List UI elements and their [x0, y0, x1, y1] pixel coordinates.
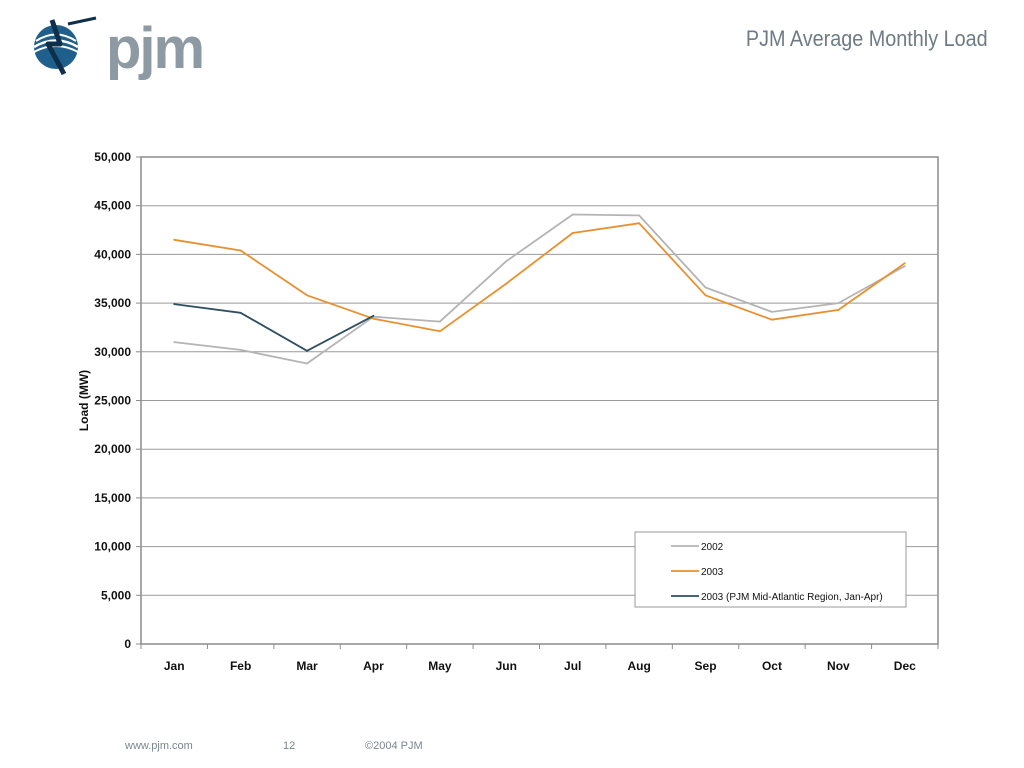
footer-copyright: ©2004 PJM — [365, 740, 423, 752]
y-tick-label: 25,000 — [94, 394, 131, 408]
x-tick-label: Oct — [762, 659, 782, 673]
series-line-0 — [174, 213, 906, 365]
y-tick-label: 5,000 — [101, 588, 131, 602]
y-tick-label: 20,000 — [94, 442, 131, 456]
data-point — [306, 294, 308, 297]
legend-label: 2002 — [701, 542, 724, 553]
legend — [634, 531, 907, 608]
y-tick-label: 35,000 — [94, 296, 131, 310]
y-tick-label: 45,000 — [94, 199, 131, 213]
slide-title: PJM Average Monthly Load — [746, 26, 988, 51]
data-point — [837, 309, 840, 311]
y-tick-label: 0 — [124, 637, 131, 651]
data-point — [239, 249, 242, 252]
x-tick-label: Sep — [695, 659, 717, 673]
data-point — [571, 213, 574, 216]
data-point — [173, 303, 176, 305]
data-point — [372, 317, 375, 320]
x-tick-label: Nov — [827, 659, 850, 673]
x-tick-label: Jun — [496, 659, 517, 673]
data-point — [239, 348, 242, 351]
data-point — [239, 311, 242, 314]
x-tick-label: Jan — [164, 659, 185, 673]
pjm-globe-icon — [33, 16, 97, 76]
y-tick-label: 40,000 — [94, 247, 131, 261]
x-tick-label: Dec — [894, 659, 916, 673]
legend-label: 2003 — [701, 567, 724, 578]
footer-page-number: 12 — [283, 740, 296, 752]
x-tick-label: Apr — [363, 659, 384, 673]
legend-label: 2003 (PJM Mid-Atlantic Region, Jan-Apr) — [701, 592, 883, 603]
data-point — [438, 320, 441, 323]
data-point — [704, 286, 707, 289]
data-point — [638, 214, 641, 217]
pjm-logo: pjm — [22, 14, 205, 80]
y-tick-label: 30,000 — [94, 345, 131, 359]
x-tick-label: Feb — [230, 659, 251, 673]
y-axis-label: Load (MW) — [77, 370, 91, 431]
data-point — [704, 294, 707, 297]
logo-wordmark: pjm — [106, 16, 205, 81]
data-point — [771, 318, 773, 321]
data-point — [306, 349, 308, 352]
data-point — [438, 330, 441, 333]
data-point — [837, 302, 840, 304]
x-tick-label: Jul — [564, 659, 581, 673]
series-line-2 — [174, 303, 374, 352]
data-point — [771, 310, 773, 313]
x-tick-label: Aug — [627, 659, 650, 673]
data-point — [505, 260, 508, 263]
y-tick-label: 50,000 — [94, 150, 131, 164]
y-tick-label: 10,000 — [94, 540, 131, 554]
x-tick-label: Mar — [296, 659, 318, 673]
data-point — [306, 362, 308, 365]
data-point — [173, 341, 176, 343]
data-point — [903, 265, 906, 267]
y-tick-label: 15,000 — [94, 491, 131, 505]
data-point — [571, 232, 574, 234]
series-line-1 — [174, 222, 906, 333]
data-point — [372, 314, 375, 317]
data-point — [638, 222, 641, 225]
data-point — [173, 238, 176, 241]
data-point — [505, 282, 508, 285]
data-point — [903, 262, 906, 265]
x-tick-label: May — [428, 659, 452, 673]
footer-url[interactable]: www.pjm.com — [125, 740, 193, 752]
